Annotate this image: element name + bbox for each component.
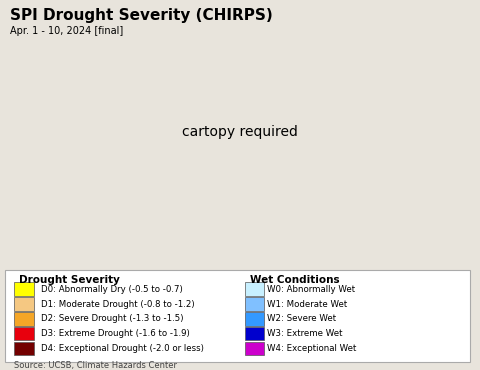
Text: W0: Abnormally Wet: W0: Abnormally Wet bbox=[267, 285, 356, 294]
Text: D3: Extreme Drought (-1.6 to -1.9): D3: Extreme Drought (-1.6 to -1.9) bbox=[41, 329, 190, 338]
Text: Drought Severity: Drought Severity bbox=[19, 275, 120, 285]
Text: W1: Moderate Wet: W1: Moderate Wet bbox=[267, 300, 348, 309]
Text: Apr. 1 - 10, 2024 [final]: Apr. 1 - 10, 2024 [final] bbox=[10, 26, 123, 37]
Text: cartopy required: cartopy required bbox=[182, 125, 298, 139]
Text: D0: Abnormally Dry (-0.5 to -0.7): D0: Abnormally Dry (-0.5 to -0.7) bbox=[41, 285, 182, 294]
Text: D1: Moderate Drought (-0.8 to -1.2): D1: Moderate Drought (-0.8 to -1.2) bbox=[41, 300, 194, 309]
Bar bbox=[5, 270, 470, 361]
Bar bbox=[245, 312, 264, 326]
Text: W2: Severe Wet: W2: Severe Wet bbox=[267, 314, 336, 323]
Text: W4: Exceptional Wet: W4: Exceptional Wet bbox=[267, 344, 357, 353]
Bar bbox=[245, 342, 264, 355]
Bar bbox=[14, 282, 34, 296]
Bar bbox=[245, 327, 264, 340]
Text: D2: Severe Drought (-1.3 to -1.5): D2: Severe Drought (-1.3 to -1.5) bbox=[41, 314, 183, 323]
Bar bbox=[14, 297, 34, 311]
Text: W3: Extreme Wet: W3: Extreme Wet bbox=[267, 329, 343, 338]
Bar bbox=[245, 282, 264, 296]
Text: Source: UCSB, Climate Hazards Center: Source: UCSB, Climate Hazards Center bbox=[14, 361, 178, 370]
Bar bbox=[14, 312, 34, 326]
Bar bbox=[14, 342, 34, 355]
Bar bbox=[245, 297, 264, 311]
Text: D4: Exceptional Drought (-2.0 or less): D4: Exceptional Drought (-2.0 or less) bbox=[41, 344, 204, 353]
Text: Wet Conditions: Wet Conditions bbox=[250, 275, 339, 285]
Bar bbox=[14, 327, 34, 340]
Text: SPI Drought Severity (CHIRPS): SPI Drought Severity (CHIRPS) bbox=[10, 8, 272, 23]
